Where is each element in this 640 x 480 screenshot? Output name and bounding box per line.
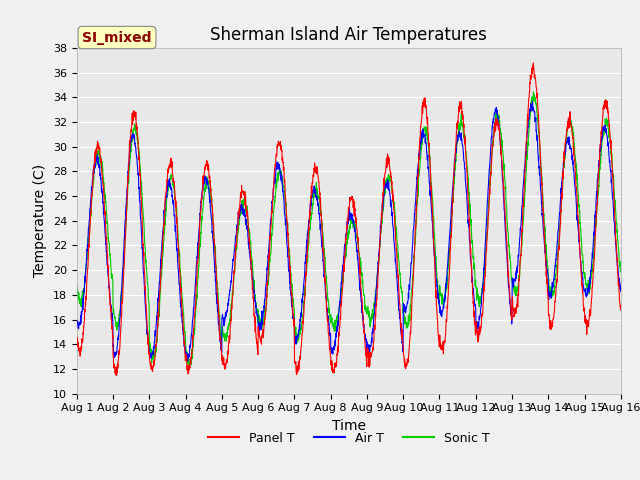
- Air T: [73, 322, 81, 327]
- Line: Panel T: Panel T: [77, 63, 621, 375]
- Panel T: [113, 372, 120, 378]
- Sonic T: [617, 269, 625, 275]
- Legend: Panel T, Air T, Sonic T: Panel T, Air T, Sonic T: [203, 427, 495, 450]
- Air T: [376, 223, 384, 229]
- Air T: [365, 345, 372, 350]
- Sonic T: [186, 363, 193, 369]
- Panel T: [570, 138, 577, 144]
- Panel T: [73, 333, 81, 339]
- Air T: [570, 165, 577, 171]
- Panel T: [617, 307, 625, 313]
- Sonic T: [584, 277, 592, 283]
- Air T: [184, 358, 191, 364]
- Sonic T: [507, 270, 515, 276]
- Panel T: [529, 60, 537, 66]
- Line: Sonic T: Sonic T: [77, 92, 621, 366]
- Text: SI_mixed: SI_mixed: [82, 31, 152, 45]
- Title: Sherman Island Air Temperatures: Sherman Island Air Temperatures: [211, 25, 487, 44]
- Line: Air T: Air T: [77, 101, 621, 361]
- Sonic T: [376, 238, 384, 243]
- Panel T: [225, 339, 232, 345]
- Sonic T: [365, 314, 372, 320]
- Air T: [584, 286, 592, 292]
- X-axis label: Time: Time: [332, 419, 366, 433]
- Air T: [507, 312, 515, 318]
- Panel T: [584, 319, 592, 325]
- Air T: [225, 298, 232, 304]
- Sonic T: [73, 284, 81, 290]
- Air T: [617, 289, 625, 295]
- Panel T: [376, 232, 384, 238]
- Sonic T: [529, 89, 537, 95]
- Panel T: [365, 352, 372, 358]
- Panel T: [507, 306, 515, 312]
- Sonic T: [570, 132, 577, 138]
- Y-axis label: Temperature (C): Temperature (C): [33, 164, 47, 277]
- Air T: [529, 98, 536, 104]
- Sonic T: [225, 320, 232, 326]
